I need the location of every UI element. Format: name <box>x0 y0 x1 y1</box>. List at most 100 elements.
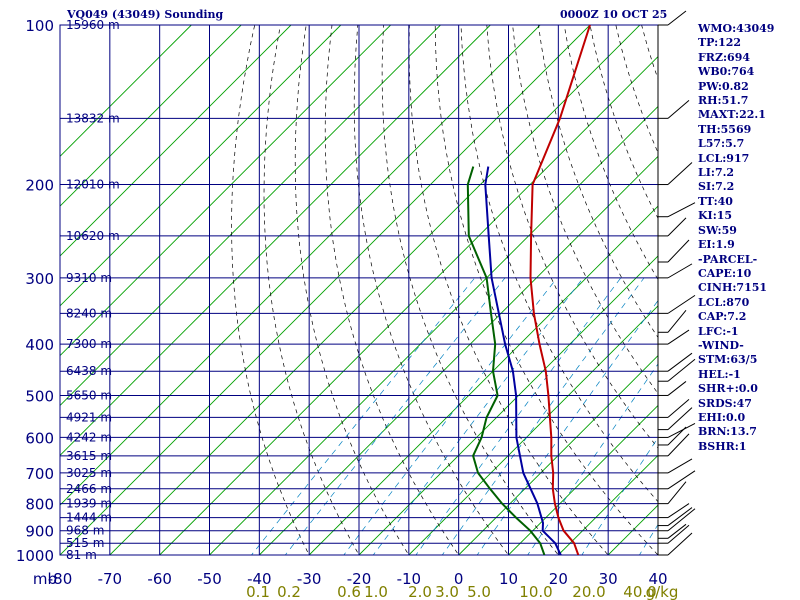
wind-barb-shaft <box>667 309 687 333</box>
mixing-ratio-line <box>638 523 658 555</box>
mixing-ratio-line <box>343 277 558 555</box>
wind-barb-shaft <box>667 481 687 504</box>
height-label: 13832 m <box>66 111 120 125</box>
index-item: LI:7.2 <box>698 166 735 180</box>
wind-barb-shaft <box>667 422 696 438</box>
wind-barb-shaft <box>667 294 696 314</box>
height-label: 9310 m <box>66 271 112 285</box>
x-axis-label: mb <box>33 570 57 588</box>
mixing-ratio-line <box>284 277 506 555</box>
dry-adiabat-line <box>563 25 658 281</box>
temperature-tick-label: -40 <box>247 570 272 588</box>
height-label: 81 m <box>66 548 97 562</box>
wind-barb-shaft <box>667 503 690 519</box>
wind-barb-shaft <box>667 433 690 457</box>
mixing-ratio-label: 40.0 <box>623 583 656 600</box>
pressure-tick-label: 600 <box>25 429 54 447</box>
wind-barb-shaft <box>667 217 687 237</box>
mixing-ratio-label: 0.6 <box>337 583 361 600</box>
wind-barb-shaft <box>667 162 693 185</box>
height-label: 1939 m <box>66 497 112 511</box>
temperature-tick-label: 30 <box>599 570 618 588</box>
dry-adiabat-line <box>512 25 658 395</box>
temperature-tick-label: -50 <box>197 570 222 588</box>
wind-barb-shaft <box>667 202 696 218</box>
index-item: CINH:7151 <box>698 281 768 295</box>
height-label: 515 m <box>66 536 104 550</box>
wind-barb-shaft <box>667 508 696 532</box>
height-label: 4921 m <box>66 410 112 424</box>
index-item: PW:0.82 <box>698 79 749 93</box>
wind-barbs <box>657 10 696 556</box>
pressure-tick-label: 200 <box>25 177 54 195</box>
isotherm-lines <box>60 25 658 555</box>
height-label: 15960 m <box>66 18 120 32</box>
isotherm-line <box>259 155 658 555</box>
isotherm-line <box>159 56 658 555</box>
mixing-ratio-line <box>441 277 645 555</box>
index-item: SW:59 <box>698 223 737 237</box>
isotherm-line <box>558 454 658 555</box>
isotherm-line <box>60 25 591 555</box>
wind-barb-shaft <box>667 263 693 279</box>
sounding-series <box>466 25 591 555</box>
height-label: 5650 m <box>66 388 112 402</box>
wind-barb-shaft <box>667 470 696 490</box>
height-label: 6438 m <box>66 364 112 378</box>
isotherm-line <box>209 105 658 555</box>
index-item: SRDS:47 <box>698 396 752 410</box>
parcel-line <box>484 166 562 555</box>
height-label: 7300 m <box>66 337 112 351</box>
index-item: BSHR:1 <box>698 439 747 453</box>
index-item: SHR+:0.0 <box>698 382 758 396</box>
mixing-ratio-label: 10.0 <box>519 583 552 600</box>
height-label: 1444 m <box>66 511 112 525</box>
temperature-tick-label: 0 <box>454 570 464 588</box>
height-label: 12010 m <box>66 178 120 192</box>
index-item: WMO:43049 <box>698 22 775 35</box>
temperature-tick-label: 10 <box>499 570 518 588</box>
temperature-tick-label: 40 <box>648 570 667 588</box>
index-item: LCL:917 <box>698 151 750 165</box>
pressure-tick-label: 100 <box>25 17 54 35</box>
dry-adiabat-line <box>796 25 800 566</box>
index-item: TT:40 <box>698 194 733 208</box>
wind-barb-shaft <box>667 358 696 382</box>
dry-adiabat-line <box>408 25 609 555</box>
isotherm-line <box>109 25 641 555</box>
dry-adiabat-line <box>771 25 800 566</box>
wind-barb-shaft <box>667 458 693 474</box>
index-item: LFC:-1 <box>698 324 739 338</box>
isotherm-line <box>60 25 441 407</box>
isotherm-line <box>60 25 292 257</box>
mixing-ratio-line <box>251 277 476 555</box>
dry-adiabat-line <box>231 25 310 555</box>
isotherm-line <box>458 355 658 555</box>
wind-barb-shaft <box>667 381 687 396</box>
index-item: WB0:764 <box>698 65 755 79</box>
isotherm-line <box>60 25 391 357</box>
stability-indices-panel: WMO:43049 TP:122 FRZ:694 WB0:764 PW:0.82 RH:5… <box>698 22 774 454</box>
mixing-ratio-line <box>372 277 584 555</box>
dry-adiabat-line <box>324 25 460 555</box>
mixing-ratio-line <box>476 300 658 555</box>
index-item: MAXT:22.1 <box>698 108 766 122</box>
dry-adiabat-line <box>434 25 658 555</box>
mixing-ratio-label: 3.0 <box>435 583 459 600</box>
wind-barb-shaft <box>667 10 687 26</box>
index-item: STM:63/5 <box>698 353 758 367</box>
temperature-tick-label: -60 <box>147 570 172 588</box>
isotherm-line <box>358 255 658 555</box>
index-item: CAP:7.2 <box>698 310 747 324</box>
wind-barb-shaft <box>667 399 690 418</box>
grid-lines <box>59 24 659 556</box>
wind-barb-shaft <box>667 532 693 556</box>
dry-adiabat-line <box>460 25 658 503</box>
index-item: CAPE:10 <box>698 266 752 280</box>
index-item: HEL:-1 <box>698 367 741 381</box>
sounding-time: 0000Z 10 OCT 25 <box>560 8 668 21</box>
mixing-ratio-line <box>527 363 658 555</box>
temperature-tick-label: -30 <box>297 570 322 588</box>
index-item: FRZ:694 <box>698 50 751 64</box>
temperature-tick-label: -80 <box>48 570 73 588</box>
